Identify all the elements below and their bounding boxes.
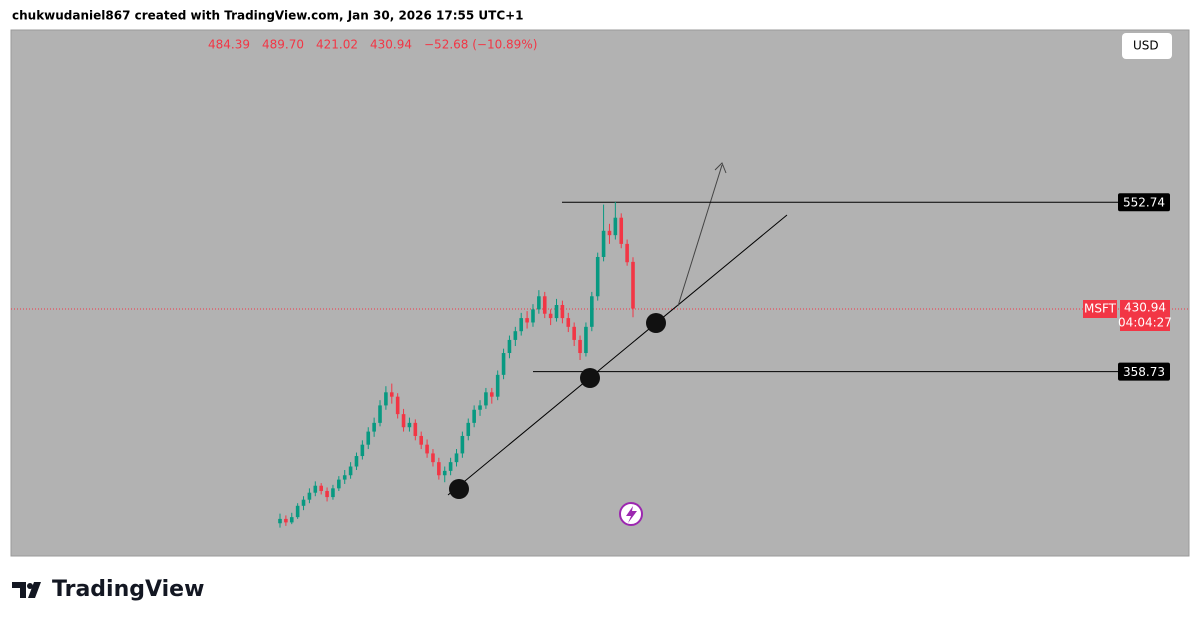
candle-body	[560, 305, 565, 319]
candle-body	[460, 435, 465, 454]
brand: TradingView	[52, 577, 204, 602]
chart-area	[10, 29, 1190, 557]
candle-body	[331, 488, 335, 498]
candle-body	[572, 326, 576, 340]
candle-body	[342, 475, 347, 480]
candle-body	[442, 470, 447, 476]
candle-body	[613, 217, 618, 236]
candle-body	[366, 431, 371, 445]
point-marker	[580, 368, 600, 388]
candle-body	[478, 405, 482, 410]
candle-body	[425, 444, 429, 454]
currency-button[interactable]	[1122, 33, 1172, 59]
candle-body	[495, 374, 500, 397]
candle-body	[284, 518, 288, 523]
candle-body	[354, 456, 359, 467]
symbol-tag	[1083, 300, 1117, 318]
candle-body	[289, 517, 294, 523]
candle-body	[466, 422, 471, 436]
point-marker	[449, 479, 469, 499]
candle-body	[348, 466, 353, 476]
point-marker	[646, 313, 666, 333]
candle-body	[448, 462, 453, 471]
candle-body	[537, 296, 541, 310]
candle-body	[389, 392, 394, 397]
candle-body	[578, 339, 582, 354]
candle-body	[401, 414, 406, 428]
arrow	[677, 164, 723, 307]
candle-body	[413, 422, 418, 436]
logo-icon	[619, 502, 643, 526]
candle-body	[631, 261, 635, 309]
candle-body	[360, 444, 365, 457]
ohlc-legend: 430.94	[370, 38, 412, 52]
candle-body	[313, 485, 318, 493]
arrow-head	[714, 162, 727, 174]
level-tag	[1118, 362, 1170, 381]
header: chukwudaniel867 created with TradingView…	[12, 9, 524, 23]
countdown: 04:04:27	[1118, 316, 1172, 330]
level-label: 358.73	[1123, 365, 1165, 379]
candle-body	[437, 462, 441, 476]
candle-body	[625, 243, 629, 263]
candle-body	[542, 296, 547, 314]
candle-body	[507, 339, 512, 354]
candle-body	[590, 296, 594, 327]
ohlc-legend: 489.70	[262, 38, 304, 52]
candle-body	[301, 499, 306, 506]
candle-body	[513, 331, 518, 340]
candle-body	[584, 326, 588, 354]
candle-body	[419, 435, 423, 445]
candle-body	[595, 256, 600, 297]
candle-body	[384, 392, 388, 406]
brand-logo	[12, 582, 41, 598]
candle-body	[566, 318, 571, 327]
last-price: 430.94	[1124, 301, 1166, 315]
candle-body	[307, 492, 312, 500]
trend-line	[447, 214, 788, 496]
candle-body	[607, 230, 612, 236]
price-tag	[1120, 300, 1170, 331]
ohlc-legend: 484.39	[208, 38, 250, 52]
level-label: 552.74	[1123, 196, 1165, 210]
ohlc-legend: −52.68 (−10.89%)	[424, 38, 537, 52]
candle-body	[525, 318, 529, 323]
candle-body	[407, 422, 412, 428]
candle-body	[490, 392, 494, 397]
candle-body	[372, 422, 376, 432]
symbol: MSFT	[1084, 302, 1117, 316]
candle-body	[431, 453, 435, 463]
candle-body	[472, 409, 476, 423]
candle-body	[601, 230, 606, 257]
candle-body	[337, 479, 341, 489]
candle-body	[531, 309, 535, 323]
candle-body	[395, 396, 400, 415]
candle-body	[554, 305, 559, 319]
candle-body	[378, 405, 382, 423]
candle-body	[325, 490, 329, 498]
ohlc-legend: 421.02	[316, 38, 358, 52]
candle-body	[619, 217, 624, 244]
candle-body	[548, 313, 553, 319]
candle-body	[319, 485, 323, 491]
candle-body	[501, 353, 506, 375]
candle-body	[454, 453, 459, 463]
level-tag	[1118, 193, 1170, 212]
currency[interactable]: USD	[1133, 39, 1159, 53]
candle-body	[519, 318, 524, 332]
candle-body	[484, 392, 488, 406]
candle-body	[295, 505, 300, 518]
candle-body	[278, 518, 282, 524]
